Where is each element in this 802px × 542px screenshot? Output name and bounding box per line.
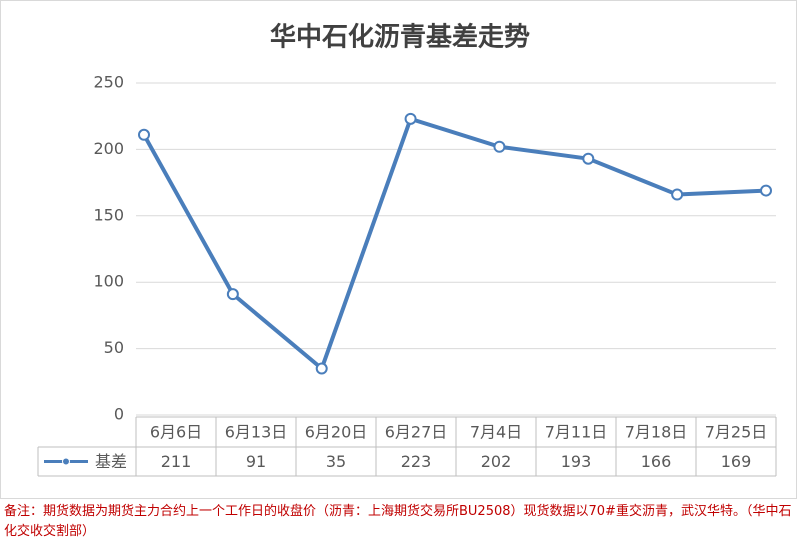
table-value: 91: [246, 452, 266, 471]
legend-marker: [62, 457, 70, 466]
y-tick-label: 200: [93, 139, 124, 158]
data-point: [226, 288, 239, 301]
y-tick-label: 250: [93, 73, 124, 92]
x-tick-label: 6月20日: [305, 423, 368, 442]
footnote: 备注：期货数据为期货主力合约上一个工作日的收盘价（沥青：上海期货交易所BU250…: [4, 504, 792, 539]
data-point: [493, 140, 506, 153]
table-value: 211: [161, 452, 192, 471]
x-tick-label: 6月27日: [385, 423, 448, 442]
table-value: 202: [481, 452, 512, 471]
data-point: [760, 184, 772, 197]
x-tick-label: 6月13日: [225, 423, 288, 442]
x-tick-label: 7月11日: [545, 423, 608, 442]
legend-label: 基差: [95, 452, 127, 471]
x-tick-label: 7月18日: [625, 423, 688, 442]
chart-title: 华中石化沥青基差走势: [270, 22, 530, 53]
table-value: 35: [326, 452, 346, 471]
series-line: [142, 116, 767, 371]
y-tick-label: 50: [104, 338, 124, 357]
data-point: [404, 112, 417, 125]
data-point: [138, 128, 150, 141]
table-value: 169: [721, 452, 752, 471]
data-point: [315, 362, 328, 375]
x-tick-label: 7月25日: [705, 423, 768, 442]
table-value: 223: [401, 452, 432, 471]
data-point: [582, 152, 595, 165]
y-tick-label: 150: [93, 205, 124, 224]
chart: 华中石化沥青基差走势 0 50 100 150 200 250 6月6日 6月13日 6月20日…: [0, 0, 797, 499]
table-value: 193: [561, 452, 592, 471]
y-tick-label: 100: [93, 272, 124, 291]
y-tick-label: 0: [114, 405, 124, 424]
x-tick-label: 6月6日: [150, 423, 202, 442]
x-tick-label: 7月4日: [470, 423, 522, 442]
data-point: [671, 188, 684, 201]
table-value: 166: [641, 452, 672, 471]
